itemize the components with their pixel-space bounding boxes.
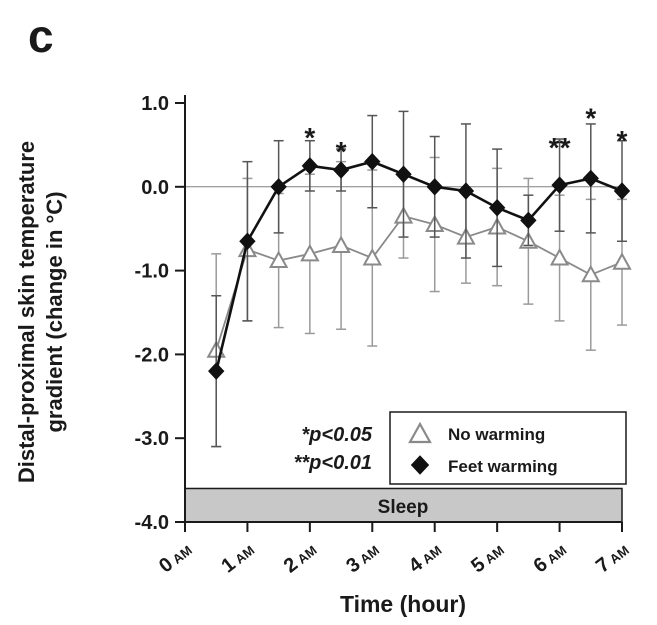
x-tick-label: 2 AM [280,539,321,578]
triangle-marker-icon [549,247,570,266]
sleep-band-label: Sleep [378,497,429,518]
panel-label: c [28,10,54,62]
y-axis-title-line2: gradient (change in °C) [42,191,67,432]
pvalue-note-2: **p<0.01 [294,452,372,474]
triangle-marker-icon [408,421,432,444]
legend: No warming Feet warming [389,411,627,485]
significance-marker: * [585,103,596,134]
y-tick-label: -4.0 [135,512,169,534]
y-tick-label: -2.0 [135,344,169,366]
x-axis-title: Time (hour) [340,591,466,617]
diamond-marker-icon [488,199,506,217]
plot-area: 1.0 0.0 -1.0 -2.0 -3.0 -4.0 0 AM 1 AM 2 AM 3 AM 4 … [135,93,633,578]
x-tick-label: 1 AM [217,539,258,578]
diamond-marker-icon [520,211,537,230]
x-tick-label: 0 AM [155,539,196,578]
series-no-warming [206,156,632,448]
diamond-marker-icon [208,362,225,380]
significance-marker: ** [549,132,571,163]
diamond-marker-icon [301,157,319,175]
x-tick-label: 6 AM [530,539,571,578]
y-tick-label: 0.0 [141,177,169,199]
x-tick-label: 7 AM [592,539,633,578]
legend-label-feet-warming: Feet warming [448,457,558,476]
diamond-marker-icon [332,161,350,179]
triangle-marker-icon [268,250,289,269]
diamond-marker-icon [239,232,256,251]
diamond-marker-icon [270,178,287,196]
triangle-marker-icon [300,243,320,262]
y-tick-label: -3.0 [135,428,169,450]
x-tick-label: 3 AM [342,539,383,578]
legend-box [389,411,627,485]
y-axis-title-line1: Distal-proximal skin temperature [14,141,39,483]
diamond-marker-icon [551,176,568,194]
significance-marker: * [336,136,347,167]
triangle-marker-icon [331,235,351,253]
diamond-marker-icon [395,165,412,183]
series-feet-warming [208,110,631,448]
x-tick-label: 4 AM [405,539,446,578]
diamond-marker-icon [426,178,443,196]
triangle-marker-icon [581,264,601,283]
diamond-marker-icon [410,455,430,475]
y-tick-label: -1.0 [135,261,169,283]
diamond-marker-icon [364,152,381,171]
legend-label-no-warming: No warming [448,425,545,444]
significance-marker: * [617,125,628,156]
significance-marker: * [304,122,315,153]
pvalue-note-1: *p<0.05 [301,424,372,446]
series-line [215,215,623,351]
triangle-marker-icon [362,247,382,266]
x-tick-label: 5 AM [467,539,508,578]
series-line [214,160,623,372]
diamond-marker-icon [613,182,631,200]
diamond-marker-icon [457,182,475,200]
y-tick-label: 1.0 [141,93,169,115]
diamond-marker-icon [582,169,599,188]
triangle-marker-icon [612,252,632,270]
